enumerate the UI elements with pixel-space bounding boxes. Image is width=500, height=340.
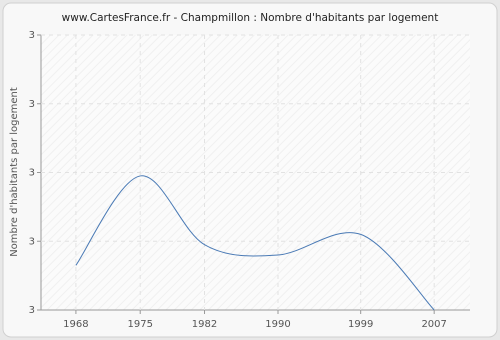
y-tick-label: 3 xyxy=(29,168,35,179)
chart-title: www.CartesFrance.fr - Champmillon : Nomb… xyxy=(62,12,439,24)
x-tick-label: 1968 xyxy=(63,319,88,330)
y-tick-label: 3 xyxy=(29,99,35,110)
y-axis-label: Nombre d'habitants par logement xyxy=(9,87,20,257)
data-line xyxy=(75,175,435,311)
y-tick-label: 3 xyxy=(29,30,35,41)
x-tick-label: 1975 xyxy=(127,319,152,330)
x-tick-label: 1990 xyxy=(265,319,290,330)
y-tick-label: 3 xyxy=(29,305,35,316)
x-tick-label: 2007 xyxy=(421,319,446,330)
plot-area xyxy=(41,35,470,310)
x-tick-label: 1982 xyxy=(192,319,217,330)
x-tick-label: 1999 xyxy=(348,319,373,330)
y-tick-label: 3 xyxy=(29,236,35,247)
